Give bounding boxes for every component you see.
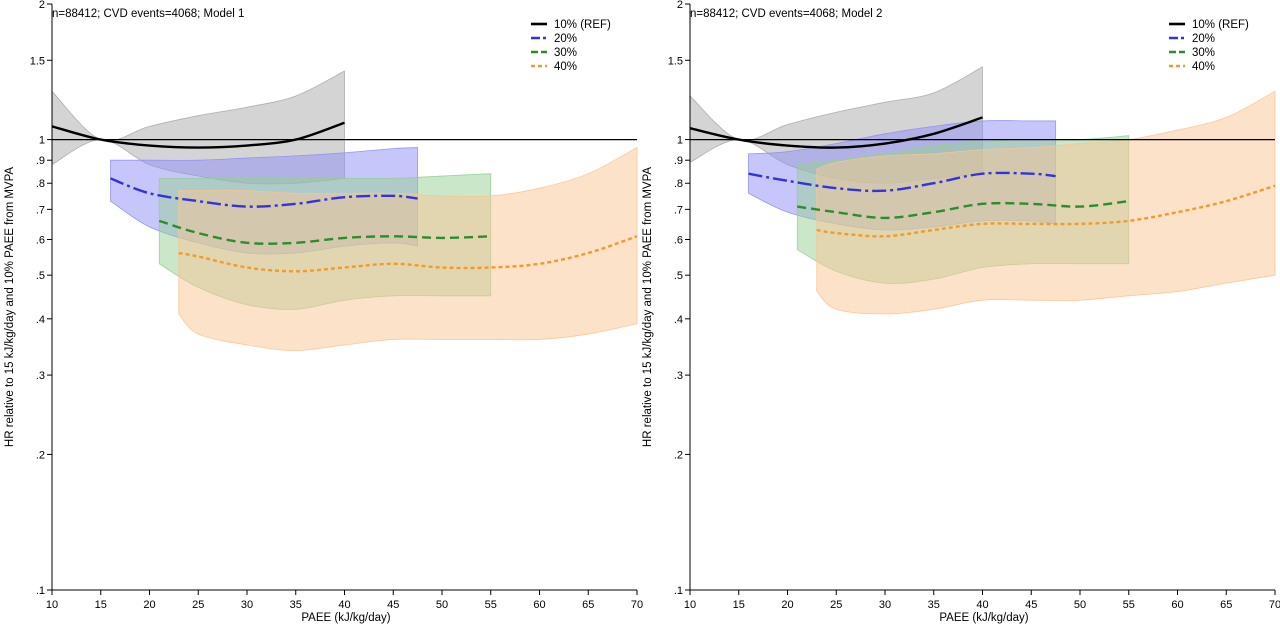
- y-tick-label: .9: [36, 155, 45, 167]
- x-axis-ticks: 10 15 20 25 30 35 40 45 50 55 60 65 70: [46, 590, 643, 611]
- x-tick-label: 30: [879, 599, 891, 611]
- y-tick-label: .7: [674, 204, 683, 216]
- x-tick-label: 60: [1171, 599, 1183, 611]
- x-tick-label: 45: [387, 599, 399, 611]
- y-tick-label: .1: [674, 585, 683, 597]
- panel-title: n=88412; CVD events=4068; Model 1: [52, 8, 244, 20]
- series-line: [797, 199, 1129, 220]
- legend-label: 20%: [554, 33, 577, 45]
- y-axis-title: HR relative to 15 kJ/kg/day and 10% PAEE…: [642, 167, 654, 447]
- y-tick-label: .7: [36, 204, 45, 216]
- y-tick-label: .6: [36, 235, 45, 247]
- x-tick-label: 15: [95, 599, 107, 611]
- y-tick-label: 1: [39, 135, 45, 147]
- series-line: [748, 171, 1056, 193]
- x-tick-label: 40: [976, 599, 988, 611]
- y-axis-title: HR relative to 15 kJ/kg/day and 10% PAEE…: [4, 167, 16, 447]
- y-tick-label: .9: [674, 155, 683, 167]
- panel-title: n=88412; CVD events=4068; Model 2: [690, 8, 882, 20]
- legend-label: 30%: [554, 47, 577, 59]
- x-tick-label: 55: [485, 599, 497, 611]
- x-tick-label: 65: [1220, 599, 1232, 611]
- legend-label: 40%: [1192, 61, 1215, 73]
- x-tick-label: 25: [192, 599, 204, 611]
- chart-panel-model-1: 10 15 20 25 30 35 40 45 50 55 60 65 70 .1 .2 .3 .4 .5 .6.…: [4, 0, 643, 624]
- x-axis-title: PAEE (kJ/kg/day): [939, 612, 1028, 624]
- x-tick-label: 45: [1025, 599, 1037, 611]
- legend: 10% (REF) 20% 30% 40%: [1169, 19, 1249, 73]
- y-tick-label: 1.5: [668, 55, 683, 67]
- legend-label: 10% (REF): [1192, 19, 1249, 31]
- confidence-band: [178, 146, 638, 352]
- y-axis-ticks: .1 .2 .3 .4 .5 .6 .7 .8 .9 1 1.5 2: [30, 0, 52, 597]
- y-tick-label: 1.5: [30, 55, 45, 67]
- x-tick-label: 70: [631, 599, 643, 611]
- y-tick-label: 2: [39, 0, 45, 11]
- x-tick-label: 65: [582, 599, 594, 611]
- confidence-bands: [51, 70, 638, 352]
- x-tick-label: 70: [1269, 599, 1280, 611]
- x-tick-label: 30: [241, 599, 253, 611]
- y-axis-ticks: .1 .2 .3 .4 .5 .6 .7 .8 .9 1 1.5 2: [668, 0, 690, 597]
- x-tick-label: 25: [830, 599, 842, 611]
- x-tick-label: 10: [684, 599, 696, 611]
- confidence-bands: [689, 66, 1276, 315]
- x-tick-label: 55: [1123, 599, 1135, 611]
- x-tick-label: 20: [143, 599, 155, 611]
- confidence-band: [816, 90, 1276, 315]
- x-tick-label: 35: [290, 599, 302, 611]
- x-tick-label: 35: [928, 599, 940, 611]
- y-tick-label: .5: [36, 270, 45, 282]
- legend-label: 40%: [554, 61, 577, 73]
- y-tick-label: .5: [674, 270, 683, 282]
- y-tick-label: .4: [36, 314, 45, 326]
- y-tick-label: 1: [677, 135, 683, 147]
- y-tick-label: .2: [36, 449, 45, 461]
- legend-label: 10% (REF): [554, 19, 611, 31]
- chart-panel-model-2: 10 15 20 25 30 35 40 45 50 55 60 65 70 .1 .2 .3 .4 .5 .6.…: [642, 0, 1280, 624]
- x-axis-ticks: 10 15 20 25 30 35 40 45 50 55 60 65 70: [684, 590, 1280, 611]
- series-line: [110, 177, 418, 208]
- y-tick-label: .8: [36, 178, 45, 190]
- y-tick-label: .3: [674, 370, 683, 382]
- y-tick-label: .8: [674, 178, 683, 190]
- y-tick-label: .4: [674, 314, 683, 326]
- legend: 10% (REF) 20% 30% 40%: [531, 19, 611, 73]
- series-line: [158, 219, 491, 245]
- x-tick-label: 20: [781, 599, 793, 611]
- y-tick-label: .2: [674, 449, 683, 461]
- legend-label: 20%: [1192, 33, 1215, 45]
- x-tick-label: 60: [533, 599, 545, 611]
- x-tick-label: 15: [733, 599, 745, 611]
- x-axis-title: PAEE (kJ/kg/day): [301, 612, 390, 624]
- x-tick-label: 40: [338, 599, 350, 611]
- legend-label: 30%: [1192, 47, 1215, 59]
- x-tick-label: 50: [436, 599, 448, 611]
- y-tick-label: .6: [674, 235, 683, 247]
- y-tick-label: .1: [36, 585, 45, 597]
- y-tick-label: .3: [36, 370, 45, 382]
- x-tick-label: 50: [1074, 599, 1086, 611]
- y-tick-label: 2: [677, 0, 683, 11]
- x-tick-label: 10: [46, 599, 58, 611]
